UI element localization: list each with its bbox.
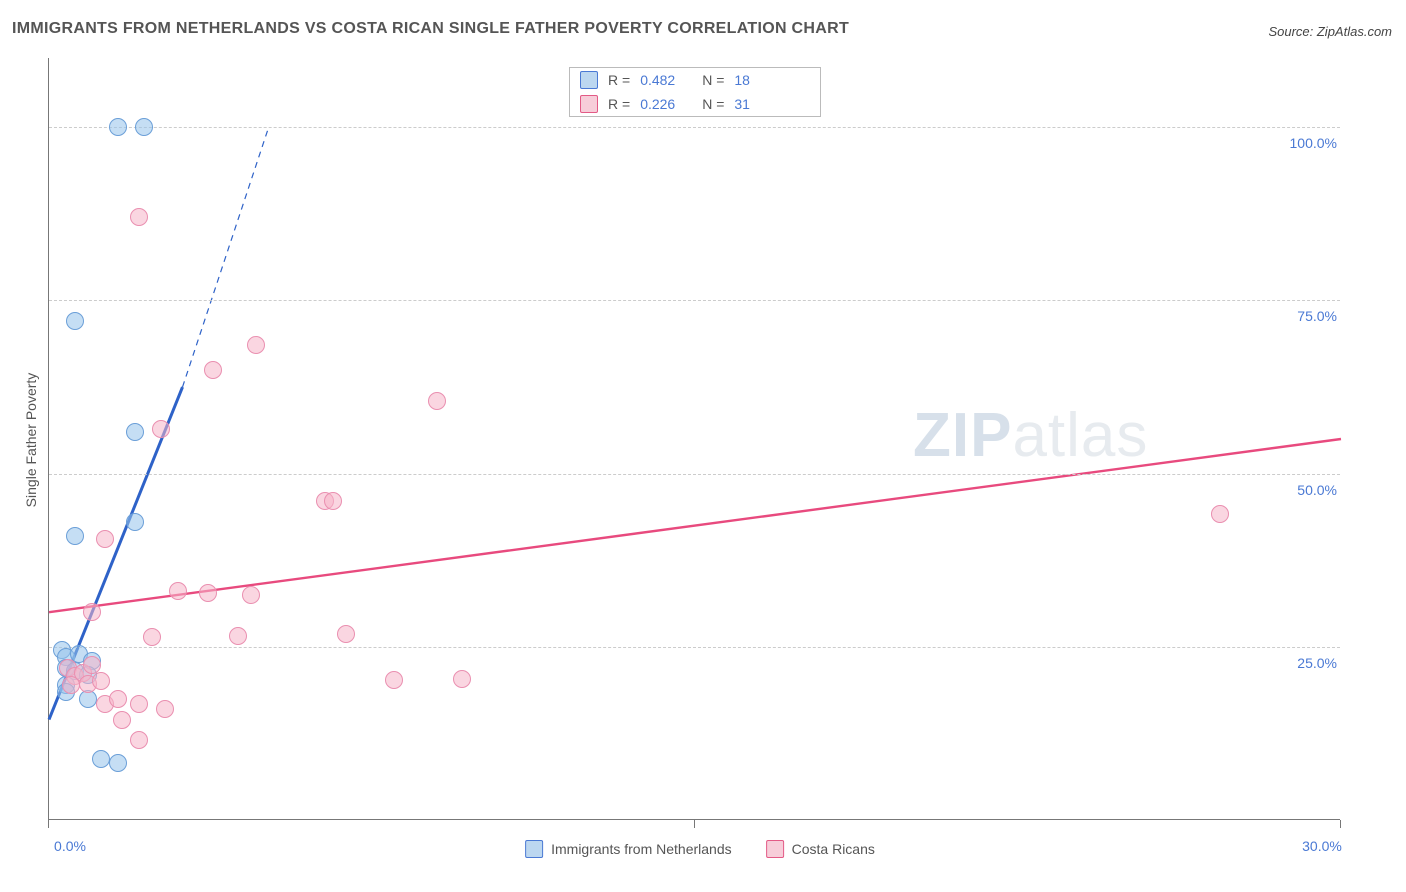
legend-swatch [766,840,784,858]
data-point-costa_ricans [83,603,101,621]
data-point-costa_ricans [96,530,114,548]
legend-swatch [580,71,598,89]
data-point-netherlands [92,750,110,768]
data-point-netherlands [109,118,127,136]
data-point-costa_ricans [130,208,148,226]
watermark-atlas: atlas [1012,401,1148,470]
y-axis-title: Single Father Poverty [23,373,39,508]
x-axis-tick [48,820,49,828]
data-point-costa_ricans [204,361,222,379]
data-point-costa_ricans [130,695,148,713]
correlation-row: R = 0.226 N = 31 [570,92,820,116]
watermark: ZIPatlas [913,400,1148,471]
x-axis-tick [1340,820,1341,828]
data-point-costa_ricans [199,584,217,602]
data-point-costa_ricans [62,676,80,694]
data-point-netherlands [126,423,144,441]
data-point-netherlands [109,754,127,772]
y-axis-tick-label: 100.0% [1265,135,1337,151]
data-point-costa_ricans [385,671,403,689]
n-value: 31 [734,96,750,112]
data-point-costa_ricans [453,670,471,688]
n-value: 18 [734,72,750,88]
data-point-netherlands [135,118,153,136]
plot-area: ZIPatlas R = 0.482N = 18R = 0.226N = 31 … [48,58,1340,820]
legend-item: Immigrants from Netherlands [525,840,732,858]
data-point-costa_ricans [242,586,260,604]
correlation-row: R = 0.482 N = 18 [570,68,820,92]
data-point-costa_ricans [169,582,187,600]
data-point-netherlands [126,513,144,531]
source-label: Source: ZipAtlas.com [1268,24,1392,39]
legend-swatch [580,95,598,113]
y-axis-tick-label: 50.0% [1265,482,1337,498]
trendlines [49,58,1341,820]
data-point-costa_ricans [83,656,101,674]
legend-label: Costa Ricans [792,841,875,857]
data-point-costa_ricans [92,672,110,690]
r-label: R = [608,72,630,88]
data-point-costa_ricans [156,700,174,718]
legend-item: Costa Ricans [766,840,875,858]
data-point-costa_ricans [113,711,131,729]
gridline [49,474,1340,475]
n-label: N = [702,72,724,88]
r-value: 0.226 [640,96,686,112]
r-label: R = [608,96,630,112]
data-point-costa_ricans [337,625,355,643]
x-axis-tick-label: 0.0% [54,838,86,854]
n-label: N = [702,96,724,112]
y-axis-tick-label: 25.0% [1265,655,1337,671]
legend-swatch [525,840,543,858]
r-value: 0.482 [640,72,686,88]
chart-title: IMMIGRANTS FROM NETHERLANDS VS COSTA RIC… [12,20,849,38]
legend-label: Immigrants from Netherlands [551,841,732,857]
y-axis-tick-label: 75.0% [1265,308,1337,324]
gridline [49,300,1340,301]
x-axis-tick-label: 30.0% [1302,838,1342,854]
data-point-costa_ricans [1211,505,1229,523]
gridline [49,647,1340,648]
data-point-costa_ricans [428,392,446,410]
data-point-costa_ricans [109,690,127,708]
data-point-costa_ricans [324,492,342,510]
data-point-costa_ricans [247,336,265,354]
data-point-costa_ricans [130,731,148,749]
correlation-legend-box: R = 0.482 N = 18 R = 0.226 N = 31 [569,67,821,117]
watermark-zip: ZIP [913,401,1012,470]
data-point-costa_ricans [143,628,161,646]
trend-line [49,439,1341,612]
data-point-netherlands [66,312,84,330]
x-axis-tick [694,820,695,828]
legend-bottom: Immigrants from Netherlands Costa Ricans [525,840,875,858]
data-point-costa_ricans [229,627,247,645]
gridline [49,127,1340,128]
data-point-netherlands [66,527,84,545]
data-point-costa_ricans [152,420,170,438]
